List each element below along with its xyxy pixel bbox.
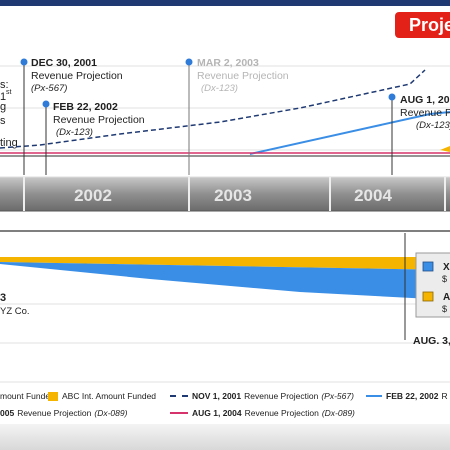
marker-aug-3-date: AUG. 3, bbox=[413, 335, 450, 347]
legend-ref-nov-2001: (Px-567) bbox=[321, 391, 354, 401]
event-ref-aug-2004: (Dx-123) bbox=[416, 120, 450, 131]
upper-yellow-sliver bbox=[440, 146, 450, 152]
left-fragment-5: s bbox=[0, 115, 6, 127]
series-nov-2001-dashed-line bbox=[0, 69, 426, 149]
legend-bold-feb-2002: FEB 22, 2002 bbox=[386, 391, 439, 401]
legend-swatch-feb-2002 bbox=[366, 395, 382, 397]
event-date-dec-2001: DEC 30, 2001 bbox=[31, 57, 97, 69]
legend-text-abc-funded: ABC Int. Amount Funded bbox=[62, 391, 157, 401]
legend-bold-nov-2001: NOV 1, 2001 bbox=[192, 391, 242, 401]
legend-item-feb-2002[interactable]: FEB 22, 2002 R bbox=[366, 391, 448, 401]
panel-letter-a: A bbox=[443, 292, 450, 303]
event-title-feb-2002: Revenue Projection bbox=[53, 114, 145, 126]
left-fragment-3: st bbox=[6, 89, 12, 96]
left-fragment-6: ting bbox=[0, 137, 18, 149]
legend-item-amount-funded[interactable]: mount Funded bbox=[0, 391, 55, 401]
legend-item-abc-funded[interactable]: ABC Int. Amount Funded bbox=[48, 391, 156, 401]
event-pin-mar-2003[interactable] bbox=[185, 58, 193, 176]
legend-text-nov-2001: Revenue Projection bbox=[244, 391, 319, 401]
legend-ref-005: (Dx-089) bbox=[94, 408, 128, 418]
panel-value-a: $ bbox=[442, 304, 447, 314]
legend-bold-aug-2004: AUG 1, 2004 bbox=[192, 408, 242, 418]
event-date-mar-2003: MAR 2, 2003 bbox=[197, 57, 259, 69]
event-pin-dec-2001[interactable] bbox=[20, 58, 28, 176]
top-header-bar bbox=[0, 0, 450, 6]
area-abc-funded bbox=[0, 257, 450, 270]
event-pin-aug-2004[interactable] bbox=[388, 93, 396, 176]
legend-item-005[interactable]: 005 Revenue Projection (Dx-089) bbox=[0, 408, 127, 418]
legend-text-005: Revenue Projection bbox=[17, 408, 92, 418]
panel-swatch-x bbox=[422, 261, 434, 272]
legend-swatch-nov-2001 bbox=[170, 395, 188, 397]
panel-value-x: $ bbox=[442, 274, 447, 284]
legend-swatch-aug-2004 bbox=[170, 412, 188, 414]
legend-bold-005: 005 bbox=[0, 408, 15, 418]
legend-text-feb-2002: R bbox=[441, 391, 448, 401]
event-ref-dec-2001: (Px-567) bbox=[31, 83, 67, 94]
upper-grid bbox=[0, 65, 450, 151]
year-label-2004: 2004 bbox=[354, 186, 392, 205]
legend-item-nov-2001[interactable]: NOV 1, 2001 Revenue Projection (Px-567) bbox=[170, 391, 354, 401]
chart-legend: mount Funded ABC Int. Amount Funded NOV … bbox=[0, 383, 450, 423]
event-ref-mar-2003: (Dx-123) bbox=[201, 83, 238, 94]
legend-swatch-abc-funded bbox=[48, 391, 58, 401]
event-title-aug-2004: Revenue Projection bbox=[400, 107, 450, 119]
event-title-dec-2001: Revenue Projection bbox=[31, 70, 123, 82]
bottom-bar bbox=[0, 424, 450, 450]
lower-left-number: 3 bbox=[0, 292, 6, 304]
left-fragment-4: g bbox=[0, 101, 6, 113]
lower-left-company: YZ Co. bbox=[0, 306, 30, 317]
year-label-2003: 2003 bbox=[214, 186, 252, 205]
left-fragment-1: s: bbox=[0, 79, 9, 91]
year-label-2002: 2002 bbox=[74, 186, 112, 205]
detail-panel[interactable] bbox=[415, 252, 450, 318]
projection-badge: Proje bbox=[395, 12, 450, 38]
event-ref-feb-2002: (Dx-123) bbox=[56, 127, 93, 138]
panel-swatch-a bbox=[422, 291, 434, 302]
event-title-mar-2003: Revenue Projection bbox=[197, 70, 289, 82]
legend-ref-aug-2004: (Dx-089) bbox=[321, 408, 355, 418]
panel-letter-x: X bbox=[443, 262, 450, 273]
event-date-aug-2004: AUG 1, 20 bbox=[400, 94, 450, 106]
event-pin-feb-2002[interactable] bbox=[42, 100, 50, 176]
series-feb-2002-line bbox=[249, 111, 450, 155]
timeline-year-band bbox=[0, 176, 450, 212]
lower-grid bbox=[0, 230, 450, 383]
legend-text-amount-funded: mount Funded bbox=[0, 391, 55, 401]
legend-text-aug-2004: Revenue Projection bbox=[244, 408, 319, 418]
legend-item-aug-2004[interactable]: AUG 1, 2004 Revenue Projection (Dx-089) bbox=[170, 408, 355, 418]
event-date-feb-2002: FEB 22, 2002 bbox=[53, 101, 118, 113]
area-amount-funded bbox=[0, 262, 450, 300]
left-fragment-2: 1 bbox=[0, 91, 6, 103]
